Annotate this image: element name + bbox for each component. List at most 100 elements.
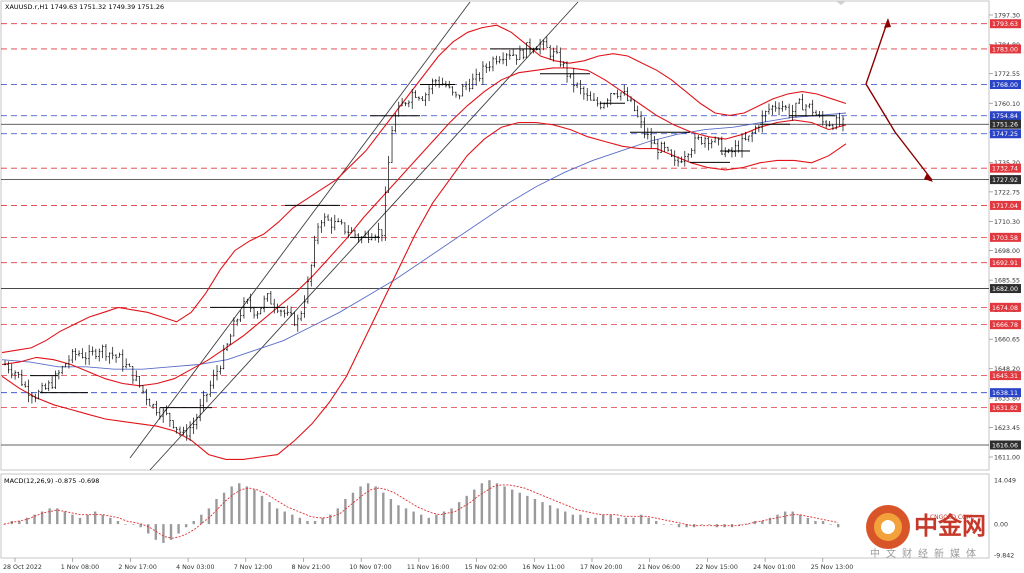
macd-bar — [586, 517, 590, 525]
macd-bar — [283, 511, 286, 525]
price-tick-label: 1772.55 — [994, 71, 1020, 78]
macd-bar — [40, 511, 44, 525]
macd-bar — [48, 508, 51, 525]
price-level-tag — [990, 119, 1021, 129]
channel-upper-line — [129, 1, 471, 459]
macd-header: MACD(12,26,9) -0.875 -0.698 — [4, 477, 99, 485]
macd-bar — [639, 514, 643, 525]
price-tick-label: 1710.30 — [994, 219, 1020, 226]
price-level-tag — [990, 80, 1021, 90]
macd-bar — [268, 502, 271, 525]
macd-tick-label: 14.049 — [994, 478, 1016, 485]
price-level-tag — [990, 19, 1021, 29]
price-level-tag — [990, 163, 1021, 173]
macd-bar — [442, 511, 446, 525]
macd-bar — [685, 524, 688, 528]
time-tick-label: 16 Nov 11:00 — [522, 564, 564, 571]
macd-bar — [783, 511, 787, 525]
macd-bar — [177, 524, 180, 534]
price-level-label: 1616.06 — [992, 442, 1018, 449]
macd-bar — [200, 514, 203, 525]
watermark-tagline: 中文财经新媒体 — [870, 547, 982, 560]
time-tick-label: 24 Nov 01:00 — [753, 564, 795, 571]
macd-bar — [776, 514, 779, 525]
trend-channel — [129, 1, 579, 471]
chart-shift-marker[interactable] — [836, 1, 846, 5]
macd-bar — [708, 524, 711, 525]
price-level-label: 1682.00 — [992, 286, 1018, 293]
bullish-arrow-head — [884, 18, 891, 28]
macd-bar — [435, 514, 438, 525]
macd-bar — [662, 524, 666, 525]
macd-bar — [541, 502, 544, 525]
macd-bar — [821, 520, 825, 525]
macd-bar — [837, 524, 840, 528]
macd-bar — [746, 524, 749, 525]
price-level-tag — [990, 388, 1021, 398]
macd-bar — [480, 483, 484, 525]
time-tick-label: 2 Nov 17:00 — [118, 564, 156, 571]
macd-bar — [222, 492, 226, 525]
price-level-tag — [990, 284, 1021, 294]
price-level-label: 1638.11 — [992, 390, 1018, 397]
main-panel-frame — [0, 0, 990, 471]
macd-bar — [806, 517, 810, 525]
macd-bar — [71, 514, 74, 525]
macd-bar — [420, 514, 423, 525]
macd-bar — [510, 489, 514, 525]
price-tick-label: 1685.55 — [994, 278, 1020, 285]
macd-bar — [632, 517, 635, 525]
macd-bar — [139, 524, 142, 528]
price-tick-label: 1635.80 — [994, 396, 1020, 403]
macd-bar — [404, 508, 408, 525]
price-tick-label: 1611.00 — [994, 455, 1020, 462]
macd-bar — [594, 517, 597, 525]
macd-bar — [344, 498, 347, 525]
macd-bar — [63, 511, 67, 525]
time-tick-label: 25 Nov 13:00 — [811, 564, 853, 571]
macd-bar — [609, 514, 612, 525]
macd-bar — [329, 514, 332, 525]
macd-bar — [336, 508, 339, 525]
macd-histogram — [3, 480, 840, 543]
price-level-label: 1703.58 — [992, 235, 1018, 242]
macd-bar — [154, 524, 158, 540]
macd-bar — [230, 486, 233, 525]
price-level-label: 1751.26 — [992, 122, 1018, 129]
macd-bar — [450, 508, 453, 525]
price-level-label: 1645.31 — [992, 373, 1018, 380]
macd-tick-label: -9.842 — [994, 553, 1014, 560]
macd-bar — [829, 524, 832, 525]
macd-bar — [291, 514, 294, 525]
macd-bar — [791, 511, 794, 525]
macd-signal-line — [3, 484, 839, 539]
price-level-tag — [990, 200, 1021, 210]
macd-bar — [116, 520, 120, 525]
macd-bar — [488, 480, 491, 525]
macd-bar — [245, 486, 249, 525]
time-tick-label: 4 Nov 03:00 — [176, 564, 214, 571]
macd-bar — [768, 517, 772, 525]
macd-bar — [25, 517, 29, 525]
price-level-label: 1727.92 — [992, 177, 1018, 184]
macd-bar — [647, 517, 650, 525]
price-level-label: 1793.63 — [992, 21, 1018, 28]
watermark-logo: 中金网 CNGOLD.COM 中文财经新媒体 — [866, 505, 986, 560]
macd-bar — [253, 489, 256, 525]
macd-bar — [495, 483, 499, 525]
macd-axis: 14.049 0.00 -9.842 — [994, 478, 1016, 560]
time-tick-label: 1 Nov 08:00 — [61, 564, 99, 571]
time-tick-label: 11 Nov 16:00 — [407, 564, 449, 571]
price-level-tag — [990, 111, 1021, 121]
channel-lower-line — [149, 1, 579, 471]
watermark-brand: 中金网 — [914, 512, 986, 540]
time-tick-label: 7 Nov 12:00 — [234, 564, 272, 571]
macd-bar — [359, 486, 362, 525]
macd-bar — [93, 511, 97, 525]
price-level-tag — [990, 175, 1021, 185]
macd-bar — [131, 524, 135, 525]
macd-bar — [382, 492, 385, 525]
macd-bar — [624, 517, 628, 525]
